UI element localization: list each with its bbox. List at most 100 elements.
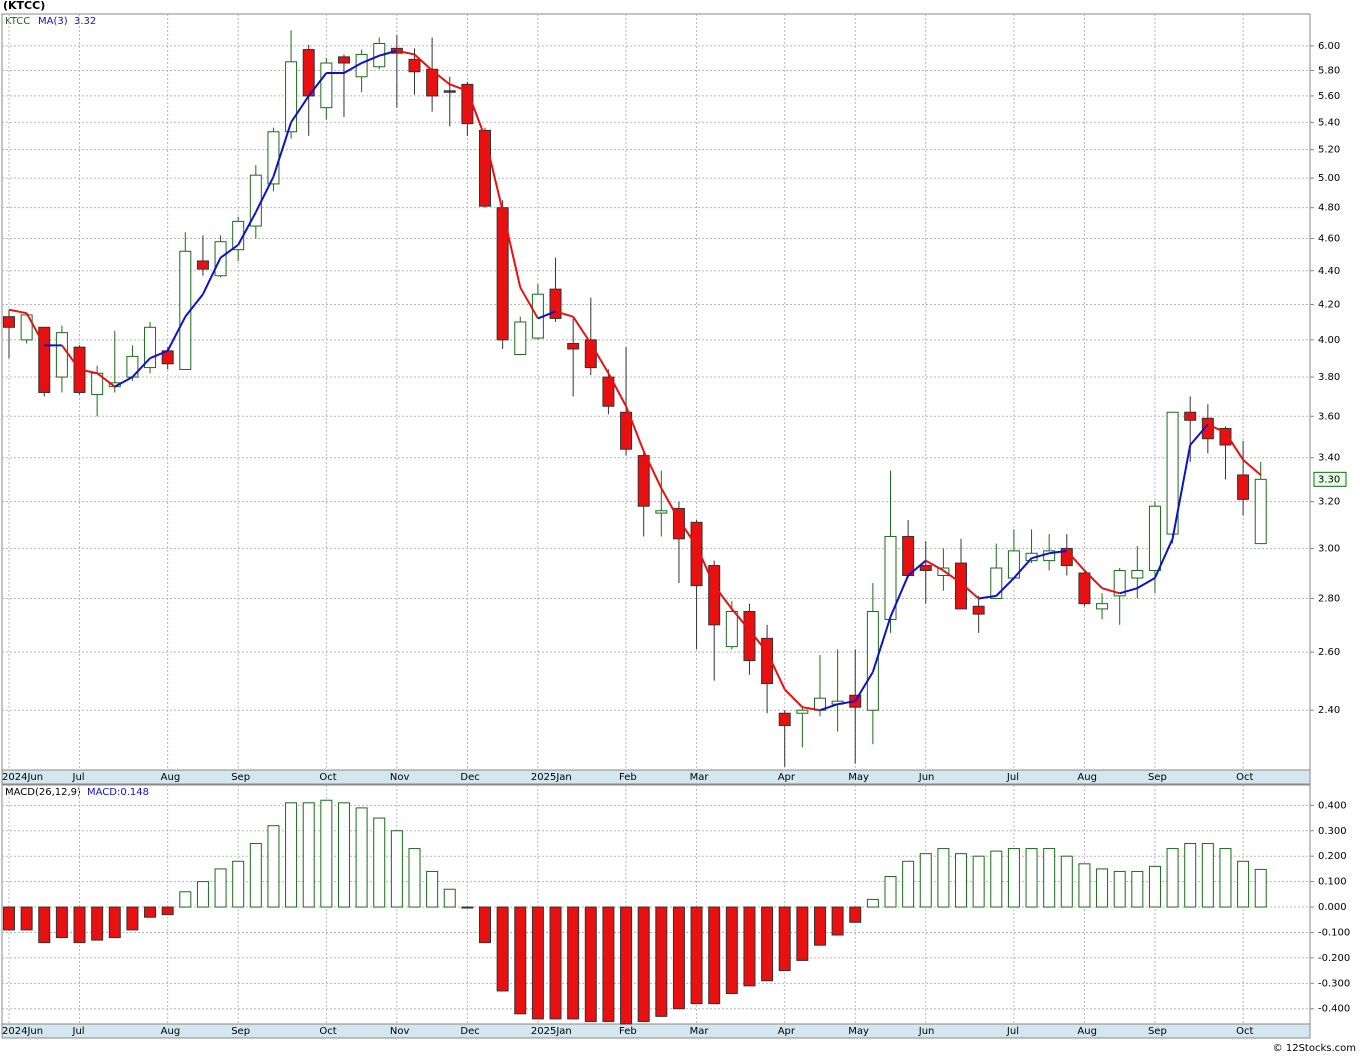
- macd-bar: [38, 906, 51, 944]
- ma-segment: [219, 244, 239, 259]
- candle-body: [602, 376, 615, 407]
- macd-bar: [690, 906, 703, 1005]
- macd-bar: [91, 906, 104, 941]
- candle-body: [320, 62, 333, 109]
- macd-bar: [672, 906, 685, 1010]
- candle-body: [285, 61, 298, 133]
- ma-segment: [995, 577, 1015, 597]
- x-tick-label: Jun: [918, 772, 935, 783]
- macd-bar: [1237, 860, 1250, 908]
- macd-bar: [214, 868, 227, 908]
- candle-body: [637, 455, 650, 507]
- candle-body: [1078, 572, 1091, 605]
- macd-bar: [743, 906, 756, 987]
- ma-segment: [978, 594, 997, 600]
- ma-segment: [25, 312, 46, 346]
- y-tick-label: 4.60: [1318, 234, 1340, 245]
- ma-segment: [871, 616, 892, 673]
- y-tick-label: 6.00: [1318, 41, 1340, 52]
- ma-segment: [202, 257, 222, 295]
- candle-body: [1237, 474, 1250, 500]
- ma-segment: [607, 372, 627, 407]
- macd-bar: [144, 906, 157, 918]
- macd-bar: [1096, 868, 1109, 908]
- macd-bar: [902, 860, 915, 908]
- x-tick-label: Sep: [231, 1026, 250, 1037]
- macd-bar: [1113, 870, 1126, 908]
- candle-body: [761, 637, 774, 685]
- x-tick-label: May: [848, 1026, 869, 1037]
- ma-segment: [272, 121, 293, 177]
- x-tick-label: 2024Jun: [2, 1026, 43, 1037]
- macd-bar: [426, 870, 439, 908]
- macd-bar: [73, 906, 86, 944]
- y-tick-label: -0.400: [1318, 1004, 1350, 1015]
- ma-segment: [1224, 432, 1244, 461]
- ma-segment: [960, 582, 980, 600]
- macd-bar: [20, 906, 33, 931]
- x-tick-label: 2025Jan: [531, 1026, 572, 1037]
- x-axis-band: [1, 1023, 1311, 1039]
- macd-bar: [479, 906, 492, 944]
- candle-body: [1096, 603, 1109, 610]
- candle-body: [919, 565, 932, 572]
- macd-value: MACD:0.148: [87, 787, 149, 798]
- macd-bar: [267, 825, 280, 908]
- macd-bar: [813, 906, 826, 946]
- x-tick-label: Jul: [1006, 772, 1019, 783]
- candle-body: [672, 507, 685, 540]
- ma-segment: [1136, 577, 1156, 590]
- x-tick-label: Dec: [460, 772, 479, 783]
- x-tick-label: Dec: [460, 1026, 479, 1037]
- macd-bar: [1060, 855, 1073, 908]
- macd-bar: [884, 876, 897, 908]
- candle-body: [479, 129, 492, 207]
- candle-body: [302, 49, 315, 97]
- y-tick-label: 5.00: [1318, 173, 1340, 184]
- ma-segment: [907, 559, 927, 577]
- ma-segment: [1066, 550, 1086, 572]
- macd-bar: [461, 906, 474, 909]
- candle-body: [866, 611, 879, 711]
- x-tick-label: 2025Jan: [531, 772, 572, 783]
- legend-ticker: KTCC: [5, 16, 30, 27]
- y-tick-label: 2.60: [1318, 647, 1340, 658]
- macd-bar: [1148, 865, 1161, 908]
- ma-segment: [819, 703, 838, 712]
- y-tick-label: 5.80: [1318, 65, 1340, 76]
- candle-body: [3, 316, 15, 328]
- y-tick-label: 0.000: [1318, 902, 1347, 913]
- x-tick-label: Feb: [619, 1026, 637, 1037]
- candle-body: [144, 326, 157, 369]
- candle-body: [796, 709, 809, 714]
- candle-body: [514, 321, 527, 356]
- y-tick-label: -0.100: [1318, 927, 1350, 938]
- price-panel: [1, 13, 1311, 771]
- macd-bar: [567, 906, 580, 1020]
- x-tick-label: Oct: [319, 772, 336, 783]
- x-tick-label: Jun: [918, 1026, 935, 1037]
- y-tick-label: 3.00: [1318, 543, 1340, 554]
- candle-body: [196, 260, 209, 270]
- candle-body: [567, 343, 580, 350]
- ma-segment: [731, 608, 751, 631]
- y-tick-label: 4.40: [1318, 266, 1340, 277]
- footer: © 12Stocks.com: [1273, 1043, 1356, 1054]
- macd-bar: [778, 906, 791, 972]
- macd-bar: [761, 906, 774, 982]
- x-tick-label: Jul: [72, 772, 85, 783]
- macd-bar: [1131, 870, 1144, 908]
- macd-bar: [1184, 842, 1197, 908]
- x-tick-label: Sep: [231, 772, 250, 783]
- ma-segment: [748, 629, 768, 653]
- x-tick-label: Jul: [1006, 1026, 1019, 1037]
- candle-body: [937, 567, 950, 577]
- macd-bar: [179, 891, 192, 908]
- ma-segment: [484, 136, 504, 211]
- macd-bar: [390, 830, 403, 908]
- x-tick-label: Oct: [1236, 1026, 1253, 1037]
- ma-segment: [784, 688, 804, 708]
- ma-segment: [1101, 587, 1120, 595]
- ma-segment: [766, 651, 786, 690]
